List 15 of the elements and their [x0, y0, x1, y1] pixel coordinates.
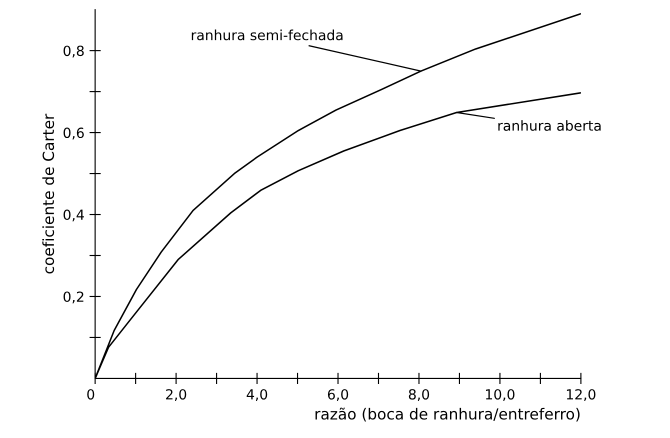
- x-tick-label: 10,0: [486, 389, 514, 402]
- y-axis-title: coeficiente de Carter: [42, 114, 54, 274]
- y-tick-label: 0,2: [64, 291, 84, 304]
- y-tick-label: 0,8: [64, 46, 84, 58]
- y-tick-label: 0,4: [64, 209, 84, 222]
- annotation: ranhura aberta: [498, 120, 601, 131]
- annotation: ranhura semi-fechada: [192, 30, 342, 40]
- x-tick-label: 4,0: [246, 389, 268, 402]
- x-axis-title: razão (boca de ranhura/entreferro): [316, 408, 580, 422]
- x-tick-label: 12,0: [566, 389, 596, 402]
- y-tick-label: 0,6: [64, 128, 84, 140]
- x-tick-label: 2,0: [166, 389, 186, 402]
- x-tick-label: 0: [87, 389, 94, 400]
- x-tick-label: 6,0: [328, 389, 348, 402]
- x-tick-label: 8,0: [408, 389, 430, 402]
